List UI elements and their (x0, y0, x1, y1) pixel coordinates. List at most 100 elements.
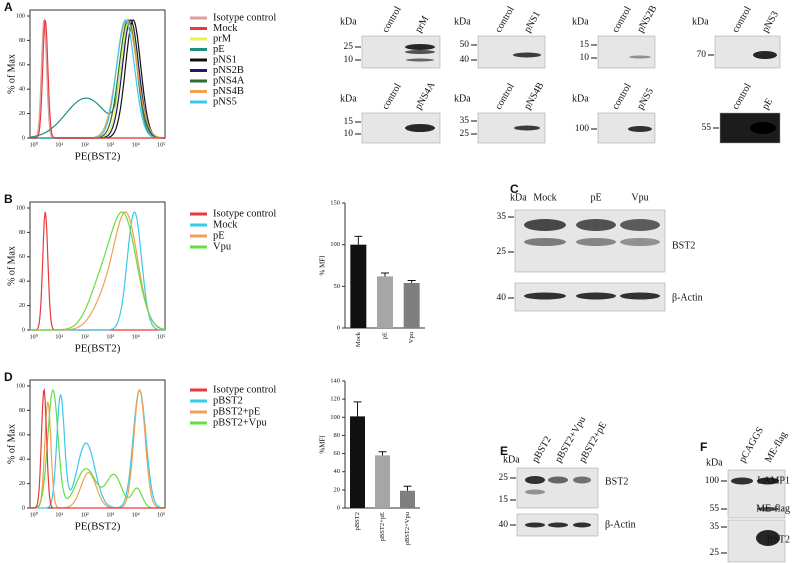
blot-band (514, 125, 540, 131)
marker-label: 35 (710, 522, 720, 532)
y-tick-label: 40 (19, 279, 25, 285)
bar (350, 416, 365, 508)
legend-label: Isotype control (213, 208, 276, 219)
y-tick-label: 100 (330, 414, 340, 421)
marker-label: 40 (499, 520, 509, 530)
legend-label: pNS4B (213, 86, 244, 97)
x-axis-label: PE(BST2) (75, 521, 121, 533)
marker-label: 10 (344, 129, 354, 139)
y-tick-label: 20 (334, 486, 341, 493)
marker-label: 25 (497, 247, 507, 257)
blot-membrane (597, 35, 656, 69)
unit-label: kDa (510, 192, 527, 203)
marker-label: 10 (344, 55, 354, 65)
lane-label: control (610, 4, 634, 34)
x-tick-label: Mock (355, 331, 362, 347)
blot-band (753, 51, 777, 59)
x-tick-label: 10² (81, 334, 89, 340)
panel-label: D (4, 370, 13, 384)
blot-band (576, 292, 616, 300)
x-tick-label: pBST2 (354, 512, 361, 530)
legend-label: pE (213, 44, 225, 55)
lane-label: control (730, 4, 754, 34)
panel-label: C (510, 182, 519, 196)
x-tick-label: 10⁰ (30, 511, 39, 518)
y-tick-label: 100 (330, 241, 340, 248)
blot-band (757, 477, 779, 485)
y-tick-label: 60 (19, 432, 25, 438)
marker-label: 100 (705, 476, 720, 486)
lane-label: pBST2 (530, 435, 554, 465)
x-axis-label: PE(BST2) (75, 343, 121, 355)
band-label: β-Actin (672, 292, 703, 303)
y-tick-label: 0 (22, 135, 25, 141)
blot-band (750, 122, 776, 134)
lane-label: pNS3 (760, 9, 781, 34)
y-tick-label: 100 (16, 383, 25, 389)
lane-label: pNS2B (635, 3, 659, 34)
blot-band (548, 476, 568, 484)
unit-label: kDa (454, 16, 471, 27)
y-tick-label: 0 (22, 505, 25, 511)
y-tick-label: 80 (19, 38, 25, 44)
unit-label: kDa (706, 457, 723, 468)
marker-label: 15 (580, 40, 590, 50)
marker-label: 15 (499, 495, 509, 505)
blot-membrane (477, 35, 546, 69)
x-tick-label: 10³ (106, 142, 114, 148)
bar (375, 455, 390, 508)
y-tick-label: 40 (19, 87, 25, 93)
blot-band (731, 477, 753, 485)
y-tick-label: 80 (19, 230, 25, 236)
bar (403, 283, 420, 328)
lane-label: pNS4B (522, 80, 546, 111)
y-tick-label: 0 (337, 324, 340, 331)
x-tick-label: 10¹ (55, 334, 63, 340)
histogram-curve (29, 19, 165, 139)
y-tick-label: 40 (19, 457, 25, 463)
y-axis-label: %MFI (319, 435, 327, 454)
blot-band (620, 292, 660, 300)
histogram-curve (30, 19, 165, 139)
legend-label: pNS2B (213, 65, 244, 76)
legend-label: Isotype control (213, 12, 276, 23)
y-tick-label: 60 (19, 254, 25, 260)
legend-label: Mock (213, 23, 238, 34)
lane-label: Mock (533, 192, 556, 203)
unit-label: kDa (572, 16, 589, 27)
lane-label: control (730, 81, 754, 111)
y-tick-label: 20 (19, 303, 25, 309)
histogram-curve (30, 389, 165, 509)
bar (350, 244, 367, 328)
x-tick-label: pBST2+pE (379, 512, 386, 541)
blot-band (573, 476, 591, 484)
lane-label: pCAGGS (737, 425, 766, 464)
y-tick-label: 40 (334, 468, 341, 475)
band-label: LAMP1 (757, 475, 790, 486)
legend-label: pBST2+pE (213, 406, 260, 417)
unit-label: kDa (503, 454, 520, 465)
x-tick-label: Vpu (408, 331, 415, 343)
marker-label: 70 (697, 50, 707, 60)
y-axis-label: % of Max (6, 246, 17, 286)
y-tick-label: 80 (19, 408, 25, 414)
unit-label: kDa (454, 93, 471, 104)
lane-label: control (493, 81, 517, 111)
blot-band (525, 522, 545, 528)
unit-label: kDa (572, 93, 589, 104)
blot-band (406, 58, 434, 62)
lane-label: pNS1 (522, 9, 543, 34)
blot-band (513, 52, 541, 58)
y-tick-label: 50 (334, 283, 341, 290)
y-tick-label: 20 (19, 481, 25, 487)
x-tick-label: 10⁴ (132, 142, 140, 148)
blot-membrane (516, 467, 599, 509)
marker-label: 15 (344, 117, 354, 127)
blot-band (524, 292, 566, 300)
x-tick-label: pBST2+Vpu (404, 511, 411, 545)
band-label: BST2 (767, 534, 790, 545)
y-tick-label: 0 (22, 327, 25, 333)
panel-label: B (4, 192, 13, 206)
band-label: ME-flag (756, 503, 790, 514)
